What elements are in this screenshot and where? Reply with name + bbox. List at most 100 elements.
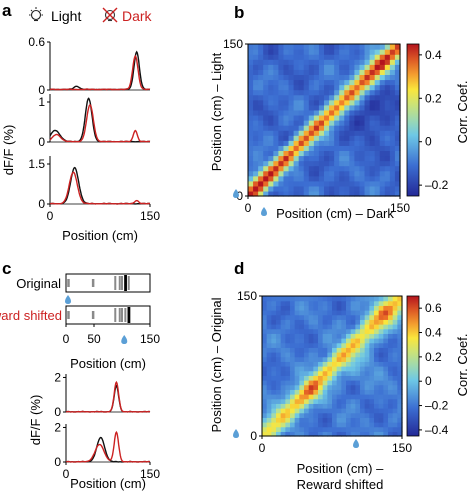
heatmap-cell (364, 114, 371, 121)
heatmap-cell (360, 356, 366, 362)
heatmap-cell (364, 140, 371, 146)
heatmap-cell (397, 347, 403, 353)
heatmap-cell (258, 109, 264, 116)
heatmap-cell (349, 135, 355, 141)
heatmap-cell (288, 130, 295, 136)
dark-trace (49, 171, 151, 205)
heatmap-cell (327, 328, 333, 334)
heatmap-cell (266, 398, 272, 404)
heatmap-cell (355, 305, 361, 311)
heatmap-cell (329, 135, 335, 141)
heatmap-cell (308, 333, 314, 339)
heatmap-cell (374, 370, 380, 376)
heatmap-cell (394, 64, 401, 70)
heatmap-cell (394, 180, 401, 187)
heatmap-cell (346, 417, 352, 423)
heatmap-cell (329, 170, 335, 177)
heatmap-cell (308, 104, 315, 111)
heatmap-cell (308, 145, 315, 151)
x-tick-label: 150 (140, 209, 160, 223)
heatmap-cell (268, 175, 274, 182)
heatmap-cell (308, 296, 314, 302)
heatmap-cell (364, 324, 370, 330)
heatmap-cell (369, 84, 376, 91)
heatmap-cell (394, 84, 401, 91)
heatmap-cell (299, 403, 305, 409)
heatmap-cell (379, 104, 386, 111)
heatmap-cell (389, 180, 396, 187)
heatmap-cell (360, 338, 366, 344)
heatmap-cell (349, 84, 355, 91)
heatmap-cell (318, 64, 325, 70)
heatmap-cell (388, 319, 394, 325)
heatmap-cell (283, 185, 290, 192)
heatmap-cell (392, 352, 398, 358)
heatmap-cell (336, 375, 342, 381)
heatmap-cell (364, 74, 371, 81)
heatmap-cell (253, 59, 259, 65)
heatmap-cell (344, 44, 350, 50)
heatmap-cell (293, 180, 300, 187)
heatmap-cell (360, 300, 366, 306)
heatmap-cell (248, 89, 254, 96)
heatmap-cell (374, 135, 381, 141)
heatmap-cell (344, 130, 350, 136)
heatmap-cell (303, 130, 310, 136)
heatmap-cell (288, 135, 295, 141)
heatmap-cell (394, 160, 401, 167)
heatmap-cell (288, 104, 295, 111)
colorbar (406, 43, 420, 197)
heatmap-cell (332, 408, 338, 414)
heatmap-cell (313, 338, 319, 344)
heatmap-cell (388, 380, 394, 386)
heatmap-cell (329, 94, 335, 101)
heatmap-cell (253, 104, 259, 111)
colorbar-tick-label: 0 (425, 135, 432, 149)
heatmap-cell (374, 342, 380, 348)
heatmap-cell (313, 180, 320, 187)
heatmap-cell (248, 130, 254, 136)
heatmap-cell (273, 175, 279, 182)
heatmap-cell (324, 59, 330, 65)
heatmap-cell (364, 370, 370, 376)
heatmap-cell (258, 114, 264, 121)
heatmap-cell (273, 99, 279, 106)
heatmap-cell (378, 338, 384, 344)
heatmap-cell (280, 394, 286, 400)
heatmap-cell (294, 333, 300, 339)
heatmap-cell (334, 89, 340, 96)
heatmap-cell (258, 175, 264, 182)
heatmap-cell (388, 426, 394, 432)
heatmap-cell (299, 389, 305, 395)
heatmap-cell (384, 140, 391, 146)
heatmap-cell (263, 185, 269, 192)
heatmap-cell (253, 89, 259, 96)
heatmap-cell (332, 300, 338, 306)
heatmap-cell (349, 59, 355, 65)
heatmap-cell (294, 398, 300, 404)
heatmap-cell (324, 84, 330, 91)
heatmap-cell (329, 54, 335, 60)
heatmap-cell (293, 155, 300, 162)
heatmap-cell (294, 310, 300, 316)
heatmap-cell (288, 190, 295, 197)
heatmap-cell (308, 109, 315, 116)
heatmap-cell (378, 394, 384, 400)
heatmap-cell (364, 305, 370, 311)
reward-marker (127, 307, 131, 323)
heatmap-cell (339, 79, 345, 86)
heatmap-cell (278, 140, 285, 146)
heatmap-cell (324, 145, 330, 151)
heatmap-cell (354, 54, 361, 60)
heatmap-cell (369, 190, 376, 197)
heatmap-cell (262, 375, 268, 381)
heatmap-cell (318, 319, 324, 325)
heatmap-cell (346, 394, 352, 400)
heatmap-cell (308, 319, 314, 325)
heatmap-cell (374, 64, 381, 70)
heatmap-cell (394, 175, 401, 182)
heatmap-cell (364, 59, 371, 65)
x-tick-label: 0 (245, 201, 252, 215)
heatmap-cell (374, 145, 381, 151)
heatmap-cell (364, 155, 371, 162)
